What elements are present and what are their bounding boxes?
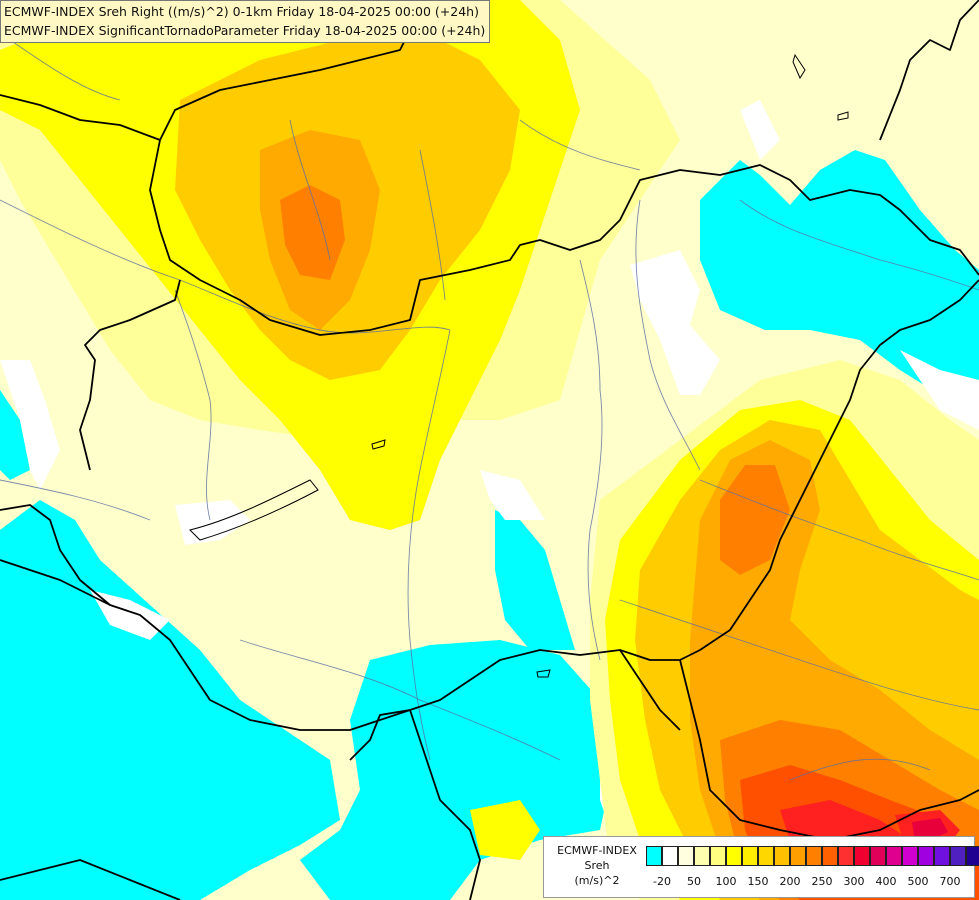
legend-swatch (934, 846, 950, 866)
field-darkorange-north (280, 185, 345, 280)
field-darkorange-east (720, 465, 790, 575)
border-south (409, 709, 481, 900)
legend-tick-label: 700 (939, 875, 961, 888)
border-north (0, 94, 979, 336)
header-line-2: ECMWF-INDEX SignificantTornadoParameter … (4, 23, 486, 38)
border-northeast (879, 0, 979, 141)
field-cyan-southwest (0, 500, 340, 900)
field-white-5 (630, 250, 720, 395)
legend-swatch (662, 846, 678, 866)
field-white-1 (0, 360, 60, 490)
legend-swatch (678, 846, 694, 866)
legend-swatch (822, 846, 838, 866)
legend-swatch (854, 846, 870, 866)
legend-swatch (742, 846, 758, 866)
legend-tick-label: 500 (907, 875, 929, 888)
border-southwest (0, 559, 411, 731)
legend-title: ECMWF-INDEX Sreh (m/s)^2 (544, 843, 650, 888)
field-crimson-corner (912, 818, 948, 840)
legend-swatch (694, 846, 710, 866)
border-west-2 (0, 504, 111, 606)
legend-title-line-2: Sreh (584, 859, 610, 872)
field-cyan-central-tongue (495, 510, 575, 650)
legend-tick-label: 300 (843, 875, 865, 888)
legend-swatch (902, 846, 918, 866)
border-east (349, 279, 979, 761)
legend-swatch (710, 846, 726, 866)
border-east-2 (679, 659, 979, 841)
map-header: ECMWF-INDEX Sreh Right ((m/s)^2) 0-1km F… (0, 0, 491, 43)
lake-balaton (189, 479, 319, 541)
lake-small-2 (792, 53, 806, 80)
legend-swatch (886, 846, 902, 866)
border-bottom-left (0, 859, 181, 900)
header-line-1: ECMWF-INDEX Sreh Right ((m/s)^2) 0-1km F… (4, 4, 479, 19)
legend-swatch (774, 846, 790, 866)
legend-tick-label: 50 (687, 875, 701, 888)
field-white-4 (480, 470, 545, 520)
border-south-2 (619, 649, 681, 731)
rivers (0, 39, 979, 781)
legend-tick-label: -20 (653, 875, 671, 888)
legend-title-line-3: (m/s)^2 (574, 874, 620, 887)
field-yellow-small (470, 800, 540, 860)
field-cyan-northeast (700, 150, 979, 420)
legend-swatch (838, 846, 854, 866)
legend-title-line-1: ECMWF-INDEX (557, 844, 637, 857)
legend-swatch (918, 846, 934, 866)
legend-tick-label: 150 (747, 875, 769, 888)
color-legend: ECMWF-INDEX Sreh (m/s)^2 -20 50 100 150 200 2… (543, 836, 979, 898)
lake-small-4 (536, 669, 551, 678)
legend-swatch (790, 846, 806, 866)
legend-swatch (870, 846, 886, 866)
lake-small-3 (837, 111, 849, 121)
legend-swatch (806, 846, 822, 866)
field-white-6 (740, 100, 780, 160)
lakes (189, 53, 849, 678)
field-white-3 (90, 590, 170, 640)
field-cyan-west (0, 390, 30, 480)
legend-swatch (966, 846, 979, 866)
field-white-8 (900, 350, 979, 430)
legend-tick-labels: -20 50 100 150 200 250 300 400 500 700 (646, 875, 976, 891)
legend-swatch (950, 846, 966, 866)
legend-swatch (726, 846, 742, 866)
legend-color-bar (646, 846, 979, 866)
border-west (79, 279, 181, 471)
legend-tick-label: 200 (779, 875, 801, 888)
legend-tick-label: 250 (811, 875, 833, 888)
lake-small-1 (371, 439, 386, 450)
legend-tick-label: 100 (715, 875, 737, 888)
legend-swatch (758, 846, 774, 866)
legend-swatch (646, 846, 662, 866)
legend-tick-label: 400 (875, 875, 897, 888)
